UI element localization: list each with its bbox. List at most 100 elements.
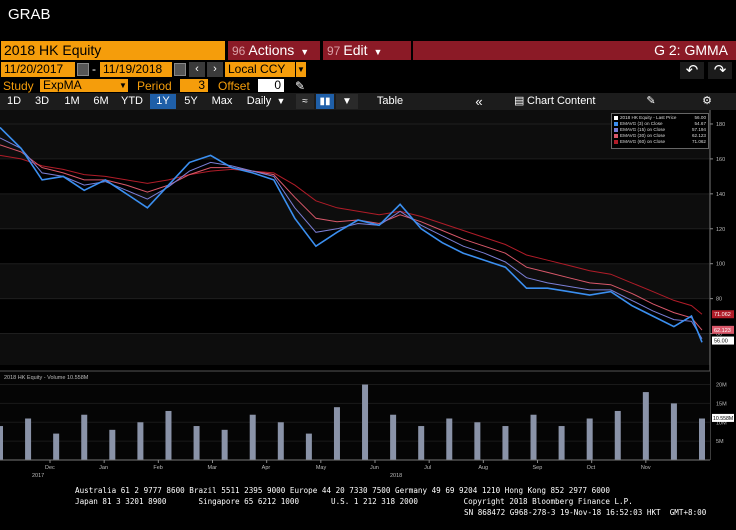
volume-bar [193,426,200,460]
x-tick-label: May [316,465,327,471]
chart-legend[interactable]: 2018 HK Equity - Last Price 56.00 EMAVG (… [611,113,709,149]
footer-timestamp-line: SN 868472 G968-278-3 19-Nov-18 16:52:03 … [464,508,707,517]
volume-bar [333,407,340,460]
offset-input[interactable]: 0 [258,79,284,92]
chart-content-button[interactable]: Chart Content [527,95,596,107]
volume-badge [712,413,734,422]
volume-bar [362,384,369,460]
currency-select[interactable]: Local CCY [225,62,295,77]
edit-menu[interactable]: 97 Edit ▼ [323,41,411,60]
study-select[interactable]: ExpMA [40,79,118,92]
undo-icon[interactable]: ↶ [680,62,704,79]
x-tick-label: Jul [424,465,431,471]
period-5y[interactable]: 5Y [184,95,198,107]
double-chevron-left-icon[interactable]: « [475,94,483,109]
volume-bar [221,429,228,460]
end-date-input[interactable]: 11/19/2018 [100,62,172,77]
legend-name: EMAVG (3) on Close [620,121,663,126]
edit-icon[interactable]: ✎ [646,95,656,107]
legend-field: Last Price [656,115,677,120]
volume-bar [586,418,593,460]
ema60-line [0,154,703,315]
price-series [0,126,703,343]
period-1m[interactable]: 1M [64,95,80,107]
chevron-down-icon[interactable]: ▼ [296,62,306,77]
period-bar: 1D 3D 1M 6M YTD 1Y 5Y Max Daily ▼ ≈ ▮▮ ▼… [0,93,736,110]
price-badges: 71.062 62.123 56.00 [712,310,734,345]
price-background-bands [0,110,710,365]
x-tick-label: Nov [641,465,651,471]
line-chart-icon[interactable]: ≈ [296,94,314,109]
footer-copyright-line: Japan 81 3 3201 8900 Singapore 65 6212 1… [75,497,633,506]
price-badge-label: 71.062 [714,312,731,318]
chevron-down-icon[interactable]: ▼ [118,79,128,92]
price-band [0,228,710,264]
security-field[interactable]: 2018 HK Equity [1,41,225,60]
ema60-series [0,154,703,315]
candle-icon[interactable]: ▮▮ [316,94,334,109]
legend-value: 62.123 [691,133,706,138]
edit-label: Edit [343,42,368,58]
volume-bar [502,426,509,460]
time-axis: Dec Jan Feb Mar Apr May Jun Jul Aug Sep Oct Nov 2017… [0,459,710,479]
prev-range-button[interactable]: ‹ [189,62,205,77]
volume-bar [446,418,453,460]
bar-chart-icon[interactable]: ▤ [514,95,525,107]
frequency-select[interactable]: Daily [246,95,272,107]
date-separator: - [92,62,96,76]
gear-icon[interactable]: ⚙ [702,95,712,107]
period-input[interactable]: 3 [180,79,208,92]
volume-bar [642,392,649,460]
date-range-bar: 11/20/2017 - 11/19/2018 ‹ › Local CCY ▼ … [0,61,736,79]
period-3d[interactable]: 3D [34,95,50,107]
graph-id: G 2: GMMA [413,41,736,60]
volume-bar [418,426,425,460]
command-bar: 2018 HK Equity 96 Actions ▼ 97 Edit ▼ G 2: G… [0,41,736,60]
legend-row: EMAVG (15) on Close 57.194 [614,127,706,133]
price-line [0,126,703,343]
ema15-series [0,137,703,340]
period-ytd[interactable]: YTD [121,95,143,107]
period-label: Period [137,79,172,93]
calendar-icon[interactable] [174,63,186,76]
footer-contacts-line: Australia 61 2 9777 8600 Brazil 5511 239… [75,486,610,495]
chevron-down-icon[interactable]: ▼ [336,94,358,109]
price-badge-label: 62.123 [714,328,731,334]
start-date-input[interactable]: 11/20/2017 [1,62,75,77]
price-band [0,110,710,159]
volume-bar [277,422,284,460]
volume-tick-label: 5M [716,439,724,445]
actions-label: Actions [248,42,295,58]
y-tick-label: 140 [716,192,725,198]
period-1y[interactable]: 1Y [150,94,176,109]
price-badge-label: 56.00 [714,339,728,345]
pencil-icon[interactable]: ✎ [295,79,306,93]
period-max[interactable]: Max [211,95,233,107]
table-button[interactable]: Table [376,95,404,107]
window-title: GRAB [8,6,51,23]
x-tick-label: Jun [370,465,379,471]
x-tick-label: Mar [208,465,218,471]
y-tick-label: 60 [716,332,722,338]
offset-label: Offset [218,79,250,93]
calendar-icon[interactable] [77,63,89,76]
x-tick-label: Jan [99,465,108,471]
chevron-down-icon[interactable]: ▼ [276,96,286,106]
legend-value: 57.194 [691,127,706,132]
price-band [0,298,710,334]
legend-row: EMAVG (60) on Close 71.062 [614,139,706,145]
price-badge [712,325,734,334]
next-range-button[interactable]: › [207,62,223,77]
actions-menu[interactable]: 96 Actions ▼ [228,41,320,60]
legend-row: EMAVG (3) on Close 54.67 [614,121,706,127]
study-bar: Study ExpMA ▼ Period 3 Offset 0 ✎ [0,79,736,94]
year-label: 2018 [390,473,402,479]
price-badge [712,310,734,319]
period-6m[interactable]: 6M [93,95,109,107]
title-bar: GRAB [0,0,736,40]
redo-icon[interactable]: ↷ [708,62,732,79]
period-1d[interactable]: 1D [6,95,22,107]
x-tick-label: Apr [262,465,271,471]
volume-bar [0,426,3,460]
